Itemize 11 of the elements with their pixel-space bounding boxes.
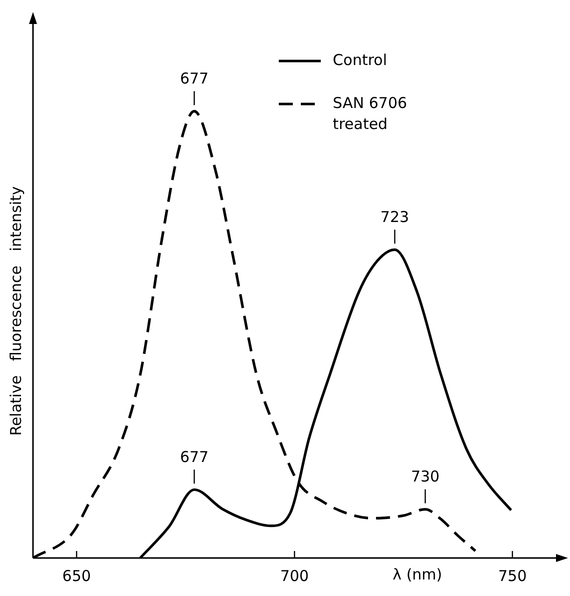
legend-label: Control	[332, 50, 388, 69]
annotation: 677	[180, 448, 209, 466]
annotation: 677	[180, 70, 209, 88]
x-axis-title: λ (nm)	[392, 565, 442, 584]
legend-label: SAN 6706 treated	[332, 94, 408, 133]
annotation: 723	[380, 208, 410, 226]
annotation: 730	[410, 468, 440, 486]
y-axis-title: Relative fluorescence intensity	[6, 186, 25, 436]
x-tick-label: 750	[498, 566, 527, 585]
x-tick-label: 700	[280, 566, 309, 585]
x-tick-label: 650	[62, 566, 91, 585]
